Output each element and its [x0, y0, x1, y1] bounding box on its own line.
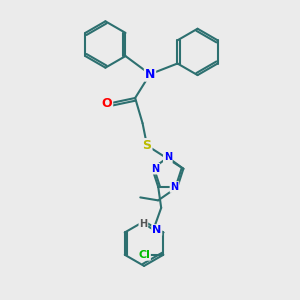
Text: H: H: [139, 219, 147, 229]
Text: O: O: [102, 98, 112, 110]
Text: N: N: [164, 152, 172, 162]
Text: S: S: [142, 139, 152, 152]
Text: Cl: Cl: [138, 250, 150, 260]
Text: N: N: [170, 182, 178, 192]
Text: N: N: [145, 68, 155, 81]
Text: N: N: [152, 225, 161, 235]
Text: N: N: [151, 164, 159, 174]
